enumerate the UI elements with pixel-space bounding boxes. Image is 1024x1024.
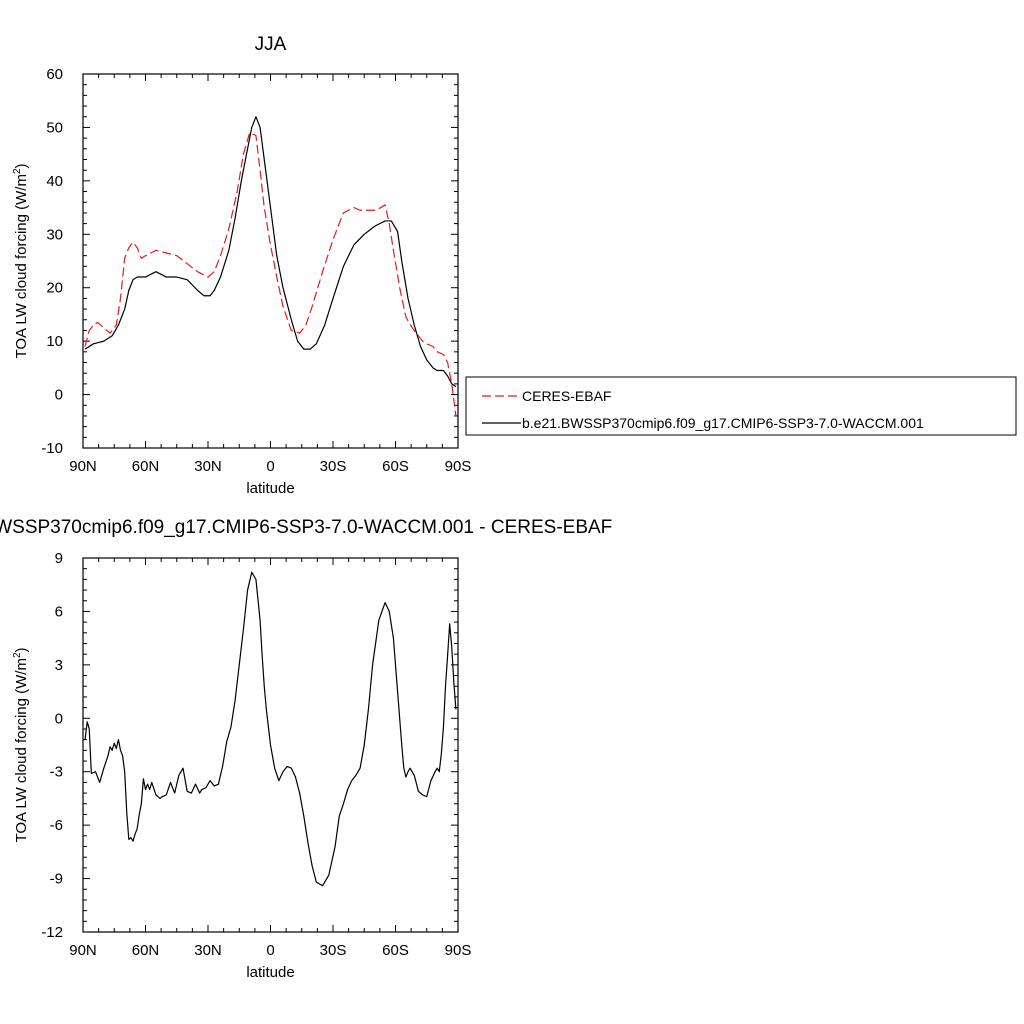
chart-1: JJA 90N 60N 30N 0 30S 60S 90S -10 0 10 20 30 40 50 60 la… bbox=[12, 34, 1017, 497]
y-axis-label: TOA LW cloud forcing (W/m2) bbox=[12, 647, 30, 842]
y-axis-label-close: ) bbox=[13, 647, 30, 652]
x-tick-label: 30N bbox=[194, 458, 222, 475]
y-tick-label: 60 bbox=[46, 66, 63, 83]
legend-label: b.e21.BWSSP370cmip6.f09_g17.CMIP6-SSP3-7… bbox=[522, 415, 924, 431]
y-axis-label-sup: 2 bbox=[12, 168, 23, 174]
y-tick-label: 30 bbox=[46, 226, 63, 243]
x-tick-label: 30N bbox=[194, 942, 222, 959]
chart-2: b.e21.BWSSP370cmip6.f09_g17.CMIP6-SSP3-7… bbox=[0, 517, 612, 981]
y-tick-label: -6 bbox=[50, 817, 63, 834]
y-axis-label-text: TOA LW cloud forcing (W/m bbox=[13, 174, 30, 359]
legend-label: CERES-EBAF bbox=[522, 388, 611, 404]
legend-box bbox=[465, 376, 1017, 436]
x-tick-label: 90N bbox=[69, 942, 97, 959]
y-axis-label: TOA LW cloud forcing (W/m2) bbox=[12, 163, 30, 358]
chart-title: b.e21.BWSSP370cmip6.f09_g17.CMIP6-SSP3-7… bbox=[0, 517, 612, 538]
y-tick-label: -3 bbox=[50, 764, 63, 781]
x-tick-label: 90S bbox=[445, 458, 472, 475]
x-tick-label: 90S bbox=[445, 942, 472, 959]
x-tick-label: 90N bbox=[69, 458, 97, 475]
x-tick-label: 60S bbox=[382, 942, 409, 959]
x-tick-label: 0 bbox=[266, 942, 274, 959]
y-tick-label: 9 bbox=[55, 550, 63, 567]
y-tick-label: 40 bbox=[46, 173, 63, 190]
y-tick-label: 20 bbox=[46, 280, 63, 297]
x-tick-label: 30S bbox=[320, 942, 347, 959]
plot-frame bbox=[82, 73, 459, 449]
series-line-model bbox=[84, 116, 457, 388]
y-tick-label: 0 bbox=[55, 710, 63, 727]
y-tick-label: -12 bbox=[41, 924, 63, 941]
x-tick-label: 60N bbox=[132, 458, 160, 475]
x-axis-label: latitude bbox=[246, 964, 294, 981]
x-tick-label: 30S bbox=[320, 458, 347, 475]
y-tick-label: 6 bbox=[55, 603, 63, 620]
y-tick-label: 10 bbox=[46, 333, 63, 350]
x-tick-label: 60N bbox=[132, 942, 160, 959]
y-tick-label: -9 bbox=[50, 871, 63, 888]
y-tick-label: -10 bbox=[41, 440, 63, 457]
series-line-ceres-ebaf bbox=[84, 132, 457, 417]
chart-title: JJA bbox=[255, 34, 287, 55]
y-axis-label-close: ) bbox=[13, 163, 30, 168]
x-axis-label: latitude bbox=[246, 480, 294, 497]
y-tick-label: 50 bbox=[46, 119, 63, 136]
x-tick-label: 0 bbox=[266, 458, 274, 475]
series-line-model bbox=[84, 571, 457, 887]
plot-frame bbox=[82, 557, 459, 933]
y-tick-label: 0 bbox=[55, 387, 63, 404]
y-axis-label-text: TOA LW cloud forcing (W/m bbox=[13, 658, 30, 843]
y-axis-label-sup: 2 bbox=[12, 652, 23, 658]
y-tick-label: 3 bbox=[55, 657, 63, 674]
x-tick-label: 60S bbox=[382, 458, 409, 475]
legend: CERES-EBAF b.e21.BWSSP370cmip6.f09_g17.CM… bbox=[465, 376, 1017, 436]
